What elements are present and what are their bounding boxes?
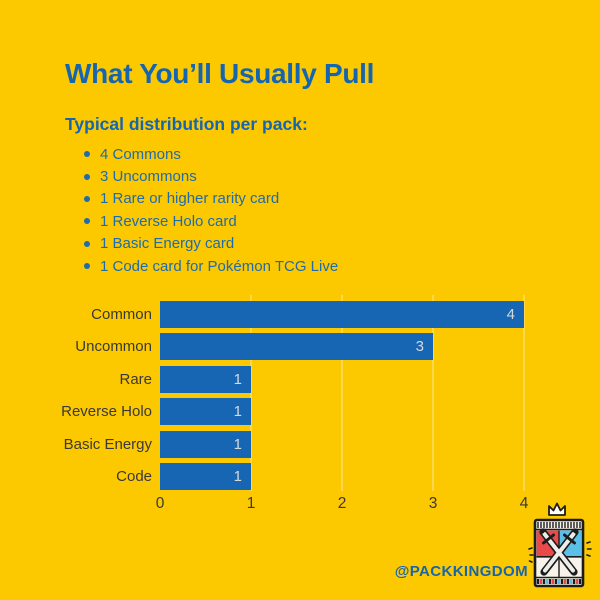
- category-label: Code: [116, 467, 152, 485]
- bar: 1: [160, 430, 251, 458]
- bar-area: 1: [160, 398, 524, 426]
- list-item-label: 1 Code card for Pokémon TCG Live: [100, 257, 339, 275]
- x-tick-label: 1: [246, 495, 256, 512]
- chart-row: Rare 1: [0, 365, 600, 393]
- list-item: 3 Uncommons: [84, 165, 338, 187]
- list-item: 1 Reverse Holo card: [84, 210, 338, 232]
- gridline: [432, 295, 434, 491]
- gridline: [341, 295, 343, 491]
- distribution-list: 4 Commons 3 Uncommons 1 Rare or higher rar…: [84, 143, 338, 277]
- bullet-dot-icon: [84, 218, 90, 225]
- bar: 1: [160, 462, 251, 490]
- list-item: 1 Basic Energy card: [84, 233, 338, 255]
- subtitle: Typical distribution per pack:: [65, 114, 308, 134]
- page-title: What You’ll Usually Pull: [65, 58, 375, 89]
- bar-area: 1: [160, 430, 524, 458]
- category-label: Rare: [119, 370, 152, 388]
- bullet-dot-icon: [84, 195, 90, 202]
- x-tick-label: 0: [155, 495, 165, 512]
- bullet-dot-icon: [84, 240, 90, 247]
- chart-row: Uncommon 3: [0, 333, 600, 361]
- bar-value-label: 3: [415, 338, 424, 356]
- crown-icon: [548, 502, 566, 516]
- bar-area: 3: [160, 333, 524, 361]
- list-item-label: 1 Reverse Holo card: [100, 212, 237, 230]
- bar-value-label: 1: [233, 403, 242, 421]
- bar: 4: [160, 301, 524, 328]
- social-handle: @PACKKINGDOM: [394, 563, 528, 580]
- list-item-label: 4 Commons: [100, 145, 181, 163]
- bar-value-label: 4: [506, 306, 515, 323]
- bullet-dot-icon: [84, 151, 90, 158]
- list-item-label: 1 Basic Energy card: [100, 235, 235, 253]
- pull-distribution-chart: Common 4 Uncommon 3 Rare 1 Reverse Holo 1 Basic …: [0, 295, 600, 520]
- chart-gridlines: [160, 295, 526, 491]
- x-tick-label: 2: [337, 495, 347, 512]
- chart-row: Common 4: [0, 301, 600, 328]
- bar-value-label: 1: [233, 435, 242, 453]
- pack-kingdom-logo: [528, 499, 592, 594]
- chart-row: Reverse Holo 1: [0, 398, 600, 426]
- category-label: Uncommon: [75, 338, 152, 356]
- bar-area: 1: [160, 462, 524, 490]
- x-tick-label: 4: [519, 495, 529, 512]
- bar: 3: [160, 333, 433, 361]
- gridline: [250, 295, 252, 491]
- bar: 1: [160, 365, 251, 393]
- list-item-label: 1 Rare or higher rarity card: [100, 190, 280, 208]
- chart-row: Basic Energy 1: [0, 430, 600, 458]
- list-item: 4 Commons: [84, 143, 338, 165]
- bar-area: 4: [160, 301, 524, 328]
- chart-row: Code 1: [0, 462, 600, 490]
- category-label: Common: [91, 306, 152, 323]
- bar-value-label: 1: [233, 370, 242, 388]
- list-item: 1 Code card for Pokémon TCG Live: [84, 255, 338, 277]
- list-item: 1 Rare or higher rarity card: [84, 188, 338, 210]
- chart-bars: Common 4 Uncommon 3 Rare 1 Reverse Holo 1 Basic …: [0, 301, 600, 495]
- bullet-dot-icon: [84, 173, 90, 180]
- x-tick-label: 3: [428, 495, 438, 512]
- list-item-label: 3 Uncommons: [100, 168, 197, 186]
- category-label: Reverse Holo: [61, 403, 152, 421]
- bar: 1: [160, 398, 251, 426]
- x-axis: 0 1 2 3 4: [156, 495, 529, 517]
- category-label: Basic Energy: [63, 435, 152, 453]
- gridline: [523, 295, 525, 491]
- bar-value-label: 1: [233, 467, 242, 485]
- bar-area: 1: [160, 365, 524, 393]
- bullet-dot-icon: [84, 263, 90, 270]
